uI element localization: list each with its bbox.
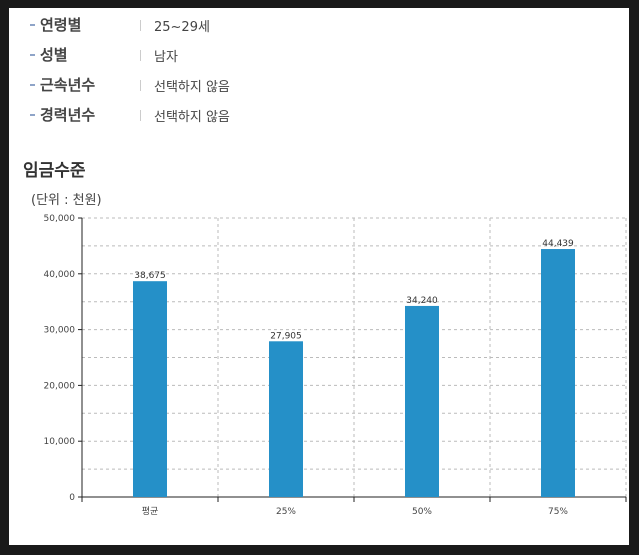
data-label: 38,675 bbox=[134, 271, 166, 281]
y-tick-label: 20,000 bbox=[44, 381, 76, 391]
y-tick-label: 10,000 bbox=[44, 437, 76, 447]
bar-1 bbox=[269, 341, 303, 497]
data-label: 44,439 bbox=[542, 239, 574, 249]
data-label: 27,905 bbox=[270, 331, 302, 341]
filter-row-gender: 성별 남자 bbox=[9, 40, 629, 70]
filter-value-gender: 남자 bbox=[154, 50, 178, 65]
filter-separator bbox=[140, 110, 141, 121]
filter-row-experience: 경력년수 선택하지 않음 bbox=[9, 100, 629, 130]
filter-label-experience: 경력년수 bbox=[40, 106, 96, 124]
bar-0 bbox=[133, 281, 167, 497]
bullet-icon bbox=[30, 54, 35, 56]
y-tick-label: 40,000 bbox=[44, 270, 76, 280]
data-label: 34,240 bbox=[406, 296, 438, 306]
filter-label-tenure: 근속년수 bbox=[40, 76, 96, 94]
filter-separator bbox=[140, 50, 141, 61]
filter-value-age: 25~29세 bbox=[154, 20, 210, 35]
filter-value-experience: 선택하지 않음 bbox=[154, 110, 230, 125]
y-tick-label: 30,000 bbox=[44, 326, 76, 336]
bullet-icon bbox=[30, 114, 35, 116]
bullet-icon bbox=[30, 84, 35, 86]
filter-label-gender: 성별 bbox=[40, 46, 68, 64]
y-tick-label: 50,000 bbox=[44, 214, 76, 224]
section-title: 임금수준 bbox=[23, 161, 86, 181]
x-tick-label: 75% bbox=[548, 507, 568, 517]
x-tick-label: 평균 bbox=[142, 506, 159, 517]
bar-2 bbox=[405, 305, 439, 497]
x-tick-label: 50% bbox=[412, 507, 432, 517]
filter-label-age: 연령별 bbox=[40, 16, 82, 34]
x-tick-label: 25% bbox=[276, 507, 296, 517]
wage-bar-chart: 0 10,000 20,000 30,000 40,000 50,000 38,675 평균 2… bbox=[44, 214, 627, 517]
bullet-icon bbox=[30, 24, 35, 26]
filter-separator bbox=[140, 80, 141, 91]
filter-row-age: 연령별 25~29세 bbox=[9, 10, 629, 40]
filter-separator bbox=[140, 20, 141, 31]
bar-3 bbox=[541, 249, 575, 497]
y-tick-label: 0 bbox=[69, 493, 75, 503]
wage-panel: 연령별 25~29세 성별 남자 근속년수 선택하지 않음 경력년수 선택하지 … bbox=[9, 8, 629, 545]
filter-row-tenure: 근속년수 선택하지 않음 bbox=[9, 70, 629, 100]
unit-label: (단위 : 천원) bbox=[31, 193, 102, 208]
filter-value-tenure: 선택하지 않음 bbox=[154, 80, 230, 95]
